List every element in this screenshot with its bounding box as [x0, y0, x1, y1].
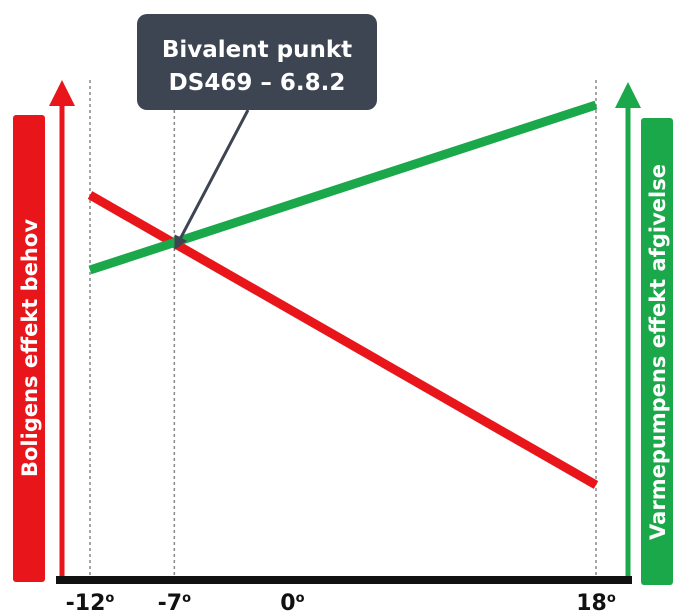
right-axis-bar — [641, 118, 673, 585]
x-tick-label: 18o — [576, 591, 616, 613]
left-axis-arrowhead — [49, 80, 75, 106]
annotation-line-1: Bivalent punkt — [162, 37, 352, 63]
annotation-pointer — [179, 109, 250, 239]
annotation-callout: Bivalent punkt DS469 – 6.8.2 — [137, 14, 377, 250]
annotation-line-2: DS469 – 6.8.2 — [169, 70, 346, 96]
left-axis-bar — [13, 115, 45, 582]
x-tick-label: 0o — [280, 591, 304, 613]
series-group — [87, 100, 599, 489]
guide-lines — [89, 80, 597, 578]
right-axis-arrowhead — [615, 82, 641, 108]
red-series-line — [87, 191, 599, 489]
x-tick-labels: -12o -7o 0o 18o — [66, 591, 616, 613]
green-series-line — [88, 100, 598, 275]
left-axis-label: Boligens effekt behov — [18, 219, 42, 477]
x-tick-label: -12o — [66, 591, 115, 613]
annotation-arrowhead — [174, 234, 188, 250]
x-tick-label: -7o — [158, 591, 191, 613]
right-axis-label: Varmepumpens effekt afgivelse — [646, 164, 670, 540]
annotation-box — [137, 14, 377, 110]
